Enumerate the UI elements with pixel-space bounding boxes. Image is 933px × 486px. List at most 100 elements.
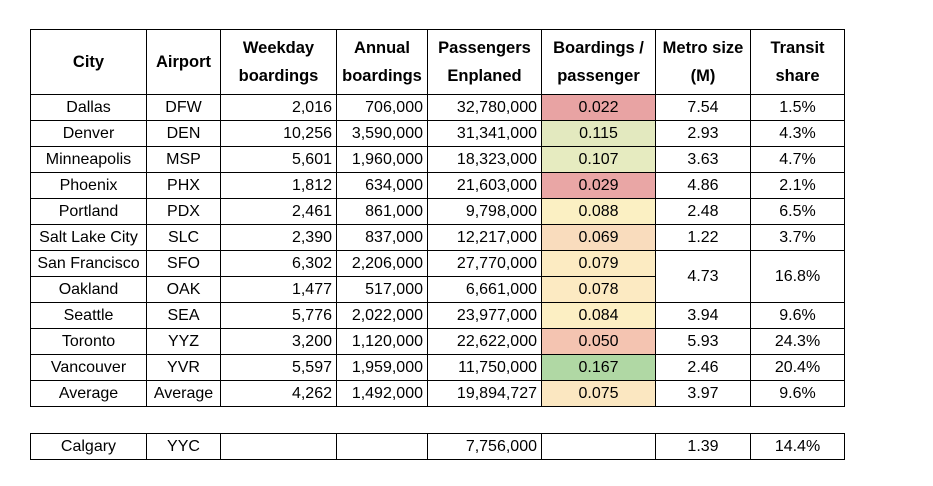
cell-airport: SEA [146, 302, 221, 329]
cell-boardings-per-passenger: 0.115 [541, 120, 656, 147]
cell-boardings-per-passenger [541, 433, 656, 460]
cell-annual: 1,492,000 [336, 380, 428, 407]
cell-airport: PHX [146, 172, 221, 199]
cell-boardings-per-passenger: 0.029 [541, 172, 656, 199]
cell-metro: 2.46 [655, 354, 751, 381]
cell-annual: 706,000 [336, 94, 428, 121]
cell-airport: YYC [146, 433, 221, 460]
header-transit-share: Transit share [750, 29, 845, 95]
cell-passengers: 22,622,000 [427, 328, 542, 355]
cell-boardings-per-passenger: 0.088 [541, 198, 656, 225]
cell-weekday: 1,812 [220, 172, 337, 199]
table-row: Dallas DFW 2,016 706,000 32,780,000 0.02… [30, 94, 845, 121]
cell-passengers: 12,217,000 [427, 224, 542, 251]
cell-passengers: 7,756,000 [427, 433, 542, 460]
cell-annual: 861,000 [336, 198, 428, 225]
cell-city: Dallas [30, 94, 147, 121]
cell-weekday: 5,597 [220, 354, 337, 381]
cell-city: Calgary [30, 433, 147, 460]
cell-metro: 2.93 [655, 120, 751, 147]
cell-metro: 7.54 [655, 94, 751, 121]
cell-city: Portland [30, 198, 147, 225]
cell-weekday: 10,256 [220, 120, 337, 147]
cell-metro: 5.93 [655, 328, 751, 355]
cell-boardings-per-passenger: 0.107 [541, 146, 656, 173]
cell-city: Seattle [30, 302, 147, 329]
cell-annual: 1,960,000 [336, 146, 428, 173]
cell-weekday: 6,302 [220, 250, 337, 277]
cell-weekday: 2,016 [220, 94, 337, 121]
cell-passengers: 19,894,727 [427, 380, 542, 407]
cell-transit-merged: 16.8% [750, 250, 845, 303]
cell-annual: 3,590,000 [336, 120, 428, 147]
cell-transit: 20.4% [750, 354, 845, 381]
cell-transit: 4.3% [750, 120, 845, 147]
cell-transit: 6.5% [750, 198, 845, 225]
cell-city: San Francisco [30, 250, 147, 277]
cell-weekday: 5,601 [220, 146, 337, 173]
airport-transit-table: City Airport Weekday boardings Annual boar… [30, 29, 845, 407]
cell-boardings-per-passenger: 0.022 [541, 94, 656, 121]
table-row: Phoenix PHX 1,812 634,000 21,603,000 0.0… [30, 172, 845, 199]
cell-city: Vancouver [30, 354, 147, 381]
cell-weekday: 4,262 [220, 380, 337, 407]
cell-boardings-per-passenger: 0.050 [541, 328, 656, 355]
cell-transit: 9.6% [750, 302, 845, 329]
cell-airport: DEN [146, 120, 221, 147]
cell-boardings-per-passenger: 0.079 [541, 250, 656, 277]
header-metro-size: Metro size (M) [655, 29, 751, 95]
cell-weekday: 3,200 [220, 328, 337, 355]
table-row: Vancouver YVR 5,597 1,959,000 11,750,000… [30, 354, 845, 381]
cell-transit: 3.7% [750, 224, 845, 251]
cell-passengers: 31,341,000 [427, 120, 542, 147]
cell-transit: 1.5% [750, 94, 845, 121]
cell-transit: 9.6% [750, 380, 845, 407]
cell-weekday: 5,776 [220, 302, 337, 329]
table-row: Seattle SEA 5,776 2,022,000 23,977,000 0… [30, 302, 845, 329]
cell-metro: 1.22 [655, 224, 751, 251]
cell-annual: 517,000 [336, 276, 428, 303]
cell-transit: 24.3% [750, 328, 845, 355]
average-row: Average Average 4,262 1,492,000 19,894,7… [30, 380, 845, 407]
cell-airport: DFW [146, 94, 221, 121]
cell-passengers: 27,770,000 [427, 250, 542, 277]
cell-metro: 3.63 [655, 146, 751, 173]
cell-passengers: 23,977,000 [427, 302, 542, 329]
cell-weekday: 2,390 [220, 224, 337, 251]
cell-airport: YYZ [146, 328, 221, 355]
cell-passengers: 18,323,000 [427, 146, 542, 173]
cell-airport: YVR [146, 354, 221, 381]
table-row: Denver DEN 10,256 3,590,000 31,341,000 0… [30, 120, 845, 147]
cell-boardings-per-passenger: 0.084 [541, 302, 656, 329]
header-row: City Airport Weekday boardings Annual boar… [30, 29, 845, 95]
cell-city: Average [30, 380, 147, 407]
cell-annual: 1,120,000 [336, 328, 428, 355]
cell-city: Phoenix [30, 172, 147, 199]
table-row: Oakland OAK 1,477 517,000 6,661,000 0.07… [30, 276, 845, 303]
cell-transit: 14.4% [750, 433, 845, 460]
cell-passengers: 9,798,000 [427, 198, 542, 225]
cell-annual: 837,000 [336, 224, 428, 251]
cell-annual: 2,206,000 [336, 250, 428, 277]
cell-boardings-per-passenger: 0.078 [541, 276, 656, 303]
cell-metro: 3.97 [655, 380, 751, 407]
cell-annual [336, 433, 428, 460]
table-row: Minneapolis MSP 5,601 1,960,000 18,323,0… [30, 146, 845, 173]
cell-boardings-per-passenger: 0.069 [541, 224, 656, 251]
header-boardings-per-passenger: Boardings / passenger [541, 29, 656, 95]
cell-passengers: 21,603,000 [427, 172, 542, 199]
cell-annual: 634,000 [336, 172, 428, 199]
cell-annual: 2,022,000 [336, 302, 428, 329]
cell-transit: 2.1% [750, 172, 845, 199]
cell-annual: 1,959,000 [336, 354, 428, 381]
header-airport: Airport [146, 29, 221, 95]
cell-airport: SFO [146, 250, 221, 277]
table-row: Portland PDX 2,461 861,000 9,798,000 0.0… [30, 198, 845, 225]
cell-boardings-per-passenger: 0.167 [541, 354, 656, 381]
cell-airport: Average [146, 380, 221, 407]
header-annual-boardings: Annual boardings [336, 29, 428, 95]
cell-weekday: 2,461 [220, 198, 337, 225]
cell-weekday [220, 433, 337, 460]
cell-city: Oakland [30, 276, 147, 303]
cell-city: Salt Lake City [30, 224, 147, 251]
